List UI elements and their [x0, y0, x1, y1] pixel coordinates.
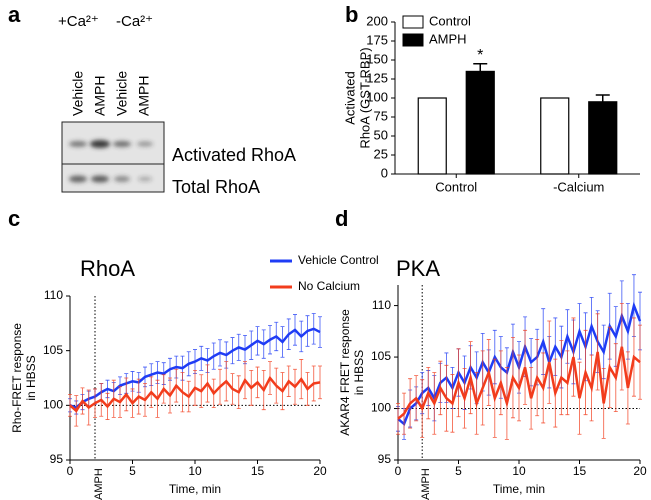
x-tick-label: 15	[251, 464, 265, 478]
x-tick-label: -Calcium	[553, 179, 604, 194]
lane-label: AMPH	[136, 76, 152, 116]
y-tick-label: 25	[374, 146, 388, 161]
chart-title: RhoA	[80, 256, 135, 281]
lane-label: Vehicle	[70, 71, 86, 116]
error-bar	[473, 63, 488, 72]
lane-label: Vehicle	[114, 71, 130, 116]
y-axis-label: Activated	[342, 71, 357, 124]
bar	[588, 101, 618, 175]
y-axis-label: AKAR4 FRET response	[338, 309, 352, 436]
x-tick-label: 0	[67, 464, 74, 478]
y-tick-label: 105	[43, 343, 63, 357]
legend-label: AMPH	[429, 31, 467, 46]
series-line	[397, 346, 641, 420]
y-tick-label: 200	[366, 13, 388, 28]
y-tick-label: 150	[366, 51, 388, 66]
panel-label: d	[335, 206, 348, 231]
lane-label: AMPH	[92, 76, 108, 116]
y-tick-label: 95	[378, 452, 392, 466]
bar	[417, 97, 447, 175]
y-tick-label: 125	[366, 70, 388, 85]
condition-label: -Ca²⁺	[116, 13, 153, 30]
y-tick-label: 75	[374, 108, 388, 123]
y-tick-label: 100	[366, 89, 388, 104]
y-tick-label: 0	[381, 165, 388, 180]
x-tick-label: 0	[395, 464, 402, 478]
x-axis-label: Time, min	[493, 482, 545, 496]
row-label: Total RhoA	[172, 177, 260, 197]
series-line	[69, 327, 321, 409]
y-tick-label: 100	[371, 401, 391, 415]
legend-swatch	[402, 33, 424, 47]
x-tick-label: 10	[188, 464, 202, 478]
y-axis-label: Rho-FRET response	[10, 323, 24, 433]
panel-label: a	[8, 2, 21, 27]
y-tick-label: 50	[374, 127, 388, 142]
marker-label: AMPH	[93, 468, 105, 500]
x-axis-label: Time, min	[169, 482, 221, 496]
significance-mark: *	[477, 47, 483, 64]
x-tick-label: 5	[455, 464, 462, 478]
y-axis-label: in HBSS	[24, 355, 38, 400]
panel-label: c	[8, 206, 20, 231]
y-tick-label: 100	[43, 398, 63, 412]
error-bar	[318, 365, 322, 400]
y-axis-label: RhoA (GST-RBP)	[357, 47, 372, 148]
x-tick-label: 15	[573, 464, 587, 478]
x-tick-label: 10	[512, 464, 526, 478]
legend-label: Control	[429, 13, 471, 28]
legend-label: No Calcium	[298, 279, 360, 293]
y-axis-label: in HBSS	[352, 350, 366, 395]
x-tick-label: Control	[435, 179, 477, 194]
bar	[465, 70, 495, 175]
legend-swatch	[402, 15, 424, 29]
x-tick-label: 5	[129, 464, 136, 478]
panel-label: b	[345, 2, 358, 27]
error-bar	[595, 94, 610, 102]
error-bar	[638, 324, 642, 400]
y-tick-label: 110	[44, 288, 63, 302]
blot	[61, 121, 165, 193]
marker-label: AMPH	[420, 468, 432, 500]
y-tick-label: 110	[372, 298, 391, 312]
legend-label: Vehicle Control	[298, 253, 379, 267]
chart-title: PKA	[396, 256, 440, 281]
bar	[540, 97, 570, 175]
x-tick-label: 20	[313, 464, 327, 478]
row-label: Activated RhoA	[172, 145, 296, 165]
x-tick-label: 20	[633, 464, 647, 478]
series-line	[69, 375, 321, 413]
condition-label: +Ca²⁺	[58, 13, 99, 30]
y-tick-label: 105	[371, 349, 391, 363]
y-tick-label: 175	[366, 32, 388, 47]
y-tick-label: 95	[50, 452, 64, 466]
